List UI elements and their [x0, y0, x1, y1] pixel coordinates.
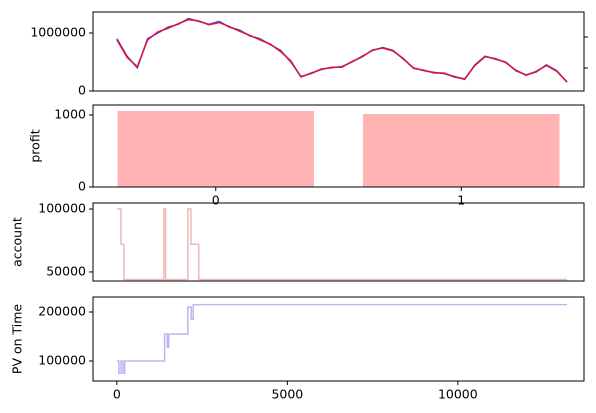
axes-frame	[92, 104, 585, 188]
y-axis-label: profit	[28, 129, 43, 162]
y-tick-label: 100000	[38, 201, 86, 216]
x-tick-label: 0	[212, 193, 220, 208]
axes-frame	[92, 11, 585, 92]
y-axis-label: PV on Time	[10, 304, 25, 375]
line-series	[116, 303, 567, 375]
x-tick-label: 10000	[438, 387, 478, 402]
axes-frame	[92, 202, 585, 282]
line-series	[116, 208, 567, 281]
y-tick-label: 0	[78, 179, 86, 194]
y-tick-label: 200000	[38, 303, 86, 318]
x-tick-label: 5000	[271, 387, 303, 402]
line-series	[116, 18, 568, 83]
y-tick-label: 1000000	[30, 24, 86, 39]
bar	[363, 113, 560, 187]
line-series	[116, 17, 568, 83]
axes-frame	[92, 296, 585, 382]
x-tick-label: 0	[113, 387, 121, 402]
x-tick-label: 1	[457, 193, 465, 208]
bar	[117, 110, 314, 187]
y-axis-label: account	[10, 217, 25, 267]
y-tick-label: 0	[78, 83, 86, 98]
y-tick-label: 100000	[38, 353, 86, 368]
y-tick-label: 1000	[54, 107, 86, 122]
y-tick-label: 50000	[46, 263, 86, 278]
